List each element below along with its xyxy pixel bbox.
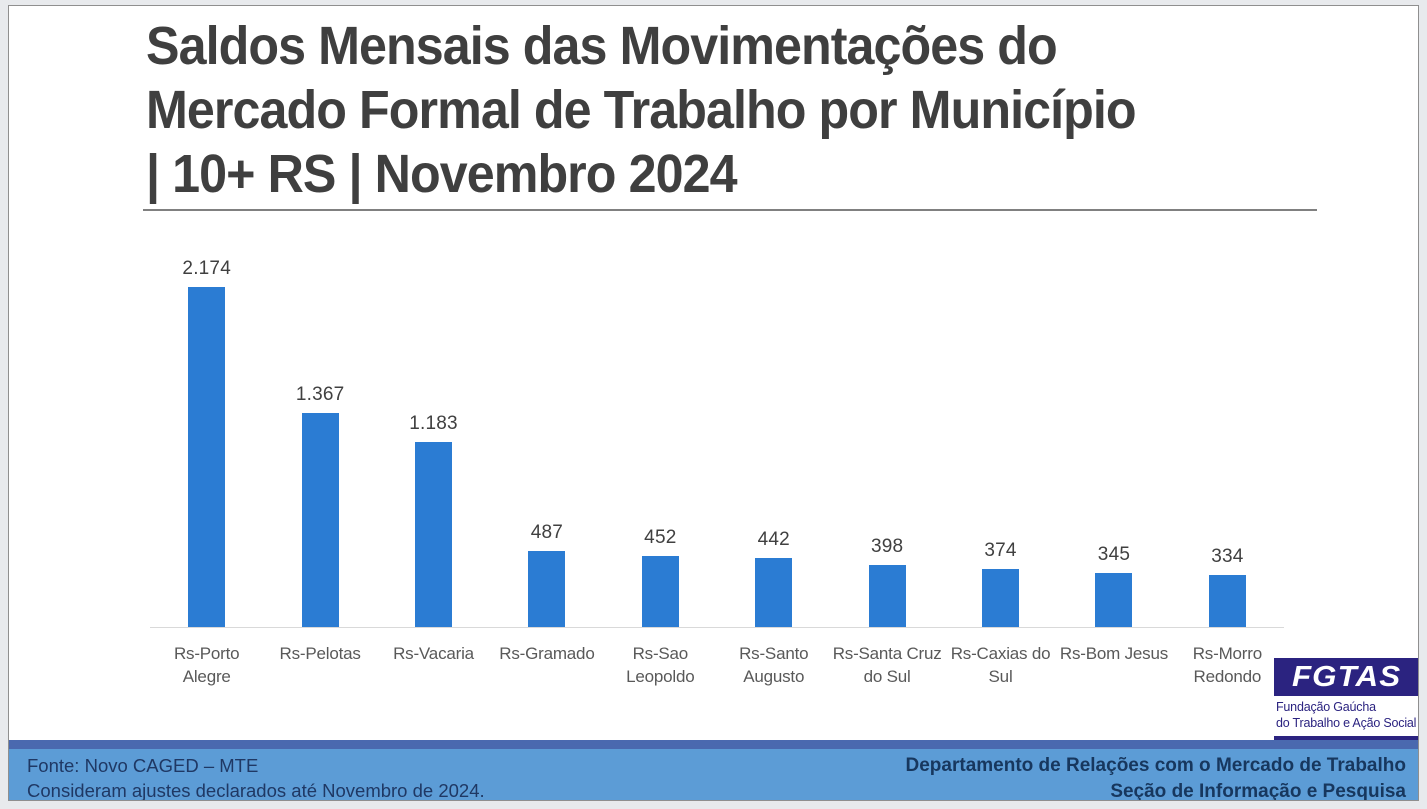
bar-value-label: 1.367: [295, 384, 345, 405]
category-label: Rs-Vacaria: [393, 644, 474, 663]
bar-value-label: 487: [530, 522, 564, 543]
fgtas-logo-acronym: FGTAS: [1292, 660, 1402, 693]
footer-source: Fonte: Novo CAGED – MTE Consideram ajust…: [27, 753, 485, 801]
bar-slot: 345: [1057, 544, 1170, 627]
footer-department: Departamento de Relações com o Mercado d…: [905, 753, 1406, 801]
bar-slot: 1.367: [263, 384, 376, 627]
category-label: Rs-Santo Augusto: [739, 644, 809, 686]
slide: Saldos Mensais das Movimentações do Merc…: [8, 5, 1419, 801]
fgtas-subtitle-line-1: Fundação Gaúcha: [1276, 700, 1376, 714]
footer-accent-strip: [9, 740, 1418, 749]
bar-value-label: 452: [644, 527, 677, 548]
title-line-3: | 10+ RS | Novembro 2024: [146, 144, 738, 204]
bar-slot: 442: [717, 529, 830, 627]
fgtas-logo-underline: [1274, 736, 1418, 741]
fgtas-logo-subtitle: Fundação Gaúcha do Trabalho e Ação Socia…: [1274, 696, 1418, 731]
bar-value-label: 1.183: [409, 413, 458, 434]
bar-value-label: 398: [870, 536, 904, 557]
category-label: Rs-Santa Cruz do Sul: [832, 644, 942, 686]
category-label: Rs-Porto Alegre: [173, 644, 240, 686]
bar: [528, 551, 566, 627]
bar-value-label: 374: [984, 540, 1017, 561]
bar: [1095, 573, 1133, 627]
bar-slot: 487: [490, 522, 603, 627]
bar: [1208, 575, 1246, 627]
footer-dept-line-2: Seção de Informação e Pesquisa: [1110, 781, 1406, 801]
bar: [188, 287, 226, 627]
bar-value-label: 334: [1211, 546, 1244, 567]
page-title: Saldos Mensais das Movimentações do Merc…: [146, 14, 1356, 206]
bar-chart: 2.174 1.367 1.183 487 452 442 398 374 345 334 Rs-…: [150, 236, 1284, 688]
fgtas-subtitle-line-2: do Trabalho e Ação Social: [1276, 715, 1417, 730]
fgtas-logo-box: FGTAS: [1274, 658, 1418, 696]
category-label: Rs-Pelotas: [279, 644, 361, 663]
fgtas-logo: FGTAS Fundação Gaúcha do Trabalho e Ação…: [1274, 658, 1418, 741]
footer-source-line-1: Fonte: Novo CAGED – MTE: [27, 755, 259, 776]
chart-category-axis: Rs-Porto Alegre Rs-Pelotas Rs-Vacaria Rs-Gr…: [150, 628, 1284, 688]
footer-source-line-2: Consideram ajustes declarados até Novemb…: [27, 780, 485, 801]
bar-slot: 2.174: [150, 258, 263, 627]
bar-value-label: 2.174: [182, 258, 231, 279]
bar-slot: 1.183: [377, 413, 490, 627]
category-label: Rs-Caxias do Sul: [950, 644, 1051, 686]
bar-slot: 334: [1171, 546, 1284, 627]
category-label: Rs-Morro Redondo: [1192, 644, 1262, 686]
footer-dept-line-1: Departamento de Relações com o Mercado d…: [905, 755, 1406, 776]
bar-slot: 374: [944, 540, 1057, 627]
bar: [301, 413, 339, 627]
bar-slot: 398: [830, 536, 943, 627]
bar: [868, 565, 906, 627]
bar: [415, 442, 453, 627]
category-label: Rs-Bom Jesus: [1059, 644, 1169, 663]
bar: [755, 558, 793, 627]
footer: Fonte: Novo CAGED – MTE Consideram ajust…: [9, 749, 1418, 801]
title-line-2: Mercado Formal de Trabalho por Município: [146, 80, 1137, 140]
category-label: Rs-Sao Leopoldo: [626, 644, 695, 686]
title-separator: [143, 209, 1317, 211]
bar-slot: 452: [604, 527, 717, 627]
chart-plot-area: 2.174 1.367 1.183 487 452 442 398 374 345 334: [150, 236, 1284, 628]
bar-value-label: 345: [1097, 544, 1131, 565]
category-label: Rs-Gramado: [499, 644, 595, 663]
bar: [982, 569, 1020, 627]
bar: [641, 556, 679, 627]
bar-value-label: 442: [757, 529, 790, 550]
title-line-1: Saldos Mensais das Movimentações do: [146, 16, 1058, 76]
